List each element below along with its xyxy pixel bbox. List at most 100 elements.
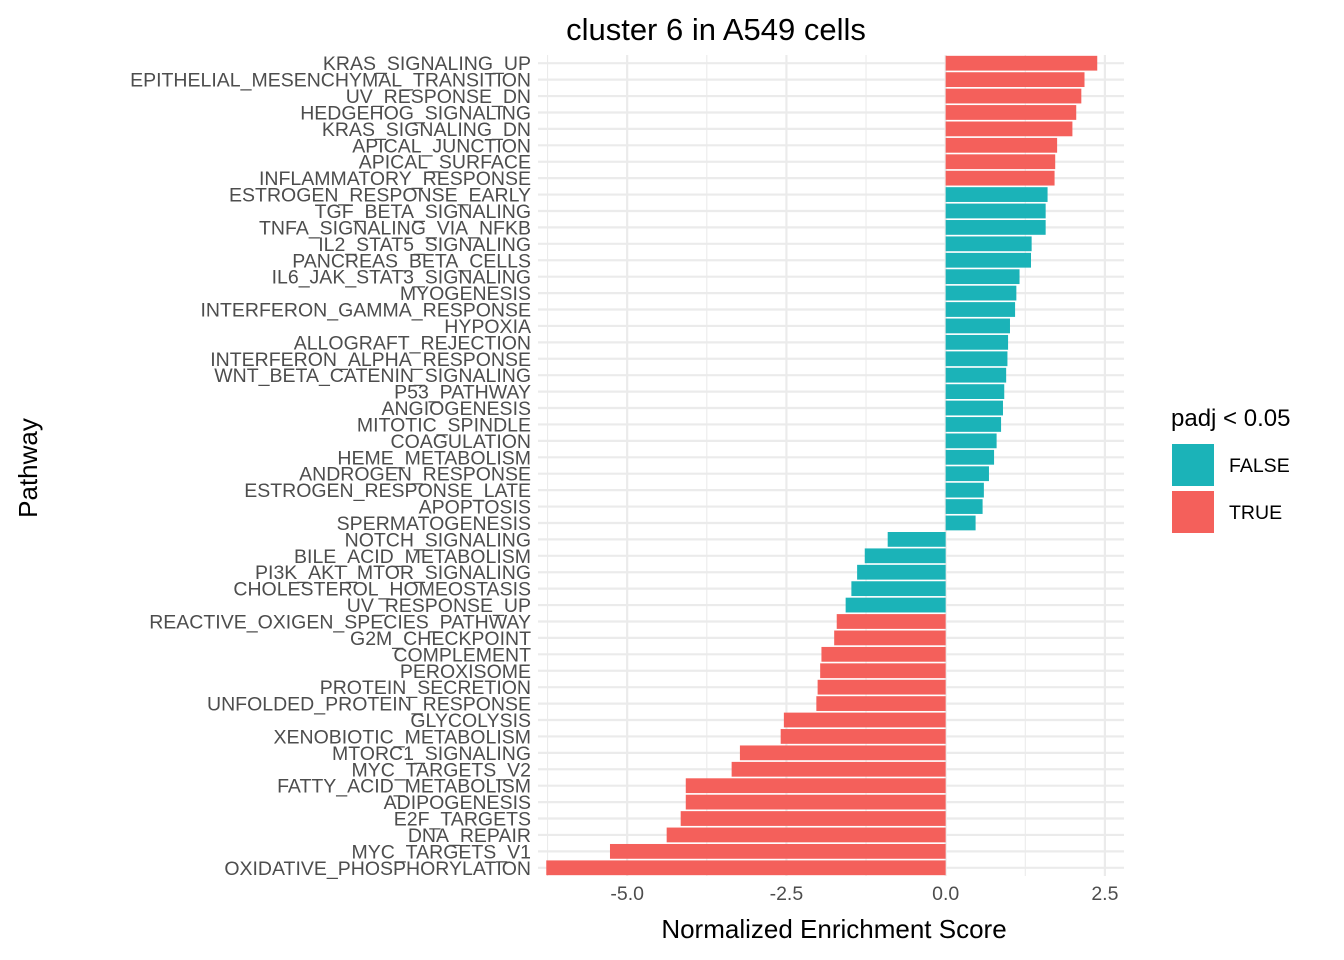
bar bbox=[945, 72, 1085, 88]
bar bbox=[945, 318, 1010, 334]
bar bbox=[816, 696, 946, 711]
bar bbox=[945, 466, 989, 482]
bar bbox=[945, 482, 984, 498]
bar bbox=[945, 121, 1073, 137]
bar bbox=[945, 449, 995, 465]
y-tick-label: ANGIOGENESIS bbox=[381, 398, 531, 420]
y-tick-label: UV_RESPONSE_UP bbox=[347, 595, 531, 617]
bar bbox=[945, 137, 1058, 153]
y-tick-label: XENOBIOTIC_METABOLISM bbox=[273, 726, 531, 748]
legend-key-true bbox=[1172, 491, 1214, 533]
y-tick-label: APICAL_SURFACE bbox=[359, 152, 531, 174]
bar bbox=[864, 548, 946, 564]
bar bbox=[845, 597, 946, 613]
bar bbox=[945, 384, 1005, 399]
bar bbox=[945, 105, 1077, 120]
y-tick-label: PANCREAS_BETA_CELLS bbox=[292, 250, 531, 272]
y-tick-label: PI3K_AKT_MTOR_SIGNALING bbox=[255, 562, 531, 584]
x-tick-labels: -5.0 -2.5 0.0 2.5 bbox=[610, 883, 1118, 905]
y-tick-label: MITOTIC_SPINDLE bbox=[357, 414, 531, 436]
y-tick-label: DNA_REPAIR bbox=[408, 825, 531, 847]
bars-group bbox=[546, 55, 1098, 876]
y-tick-label: INTERFERON_ALPHA_RESPONSE bbox=[210, 349, 531, 371]
y-tick-label: TGF_BETA_SIGNALING bbox=[315, 201, 531, 223]
bar bbox=[945, 220, 1046, 235]
bar bbox=[820, 663, 946, 679]
y-tick-label: HYPOXIA bbox=[444, 316, 531, 338]
bar bbox=[945, 252, 1032, 268]
y-tick-label: INFLAMMATORY_RESPONSE bbox=[259, 168, 531, 190]
x-axis-title: Normalized Enrichment Score bbox=[661, 914, 1006, 944]
bar bbox=[945, 334, 1009, 350]
bar bbox=[945, 236, 1032, 252]
y-tick-label: PROTEIN_SECRETION bbox=[320, 677, 531, 699]
bar bbox=[685, 778, 946, 794]
y-tick-label: HEDGEHOG_SIGNALING bbox=[300, 102, 531, 124]
plot-panel bbox=[538, 55, 1124, 876]
legend-key-false bbox=[1172, 444, 1214, 486]
grid-lines bbox=[538, 55, 1124, 876]
y-tick-label: REACTIVE_OXIGEN_SPECIES_PATHWAY bbox=[149, 611, 531, 633]
bar bbox=[945, 515, 976, 531]
bar bbox=[945, 187, 1048, 202]
bar bbox=[945, 367, 1007, 383]
y-tick-label: SPERMATOGENESIS bbox=[337, 513, 531, 535]
y-tick-label: MTORC1_SIGNALING bbox=[332, 743, 531, 765]
y-tick-label: E2F_TARGETS bbox=[394, 809, 531, 831]
y-tick-label: CHOLESTEROL_HOMEOSTASIS bbox=[233, 579, 531, 601]
bar bbox=[821, 646, 946, 662]
bar bbox=[945, 170, 1055, 186]
bar bbox=[836, 614, 946, 629]
bar bbox=[817, 679, 946, 695]
y-tick-label: NOTCH_SIGNALING bbox=[345, 529, 531, 551]
bar bbox=[945, 499, 983, 514]
bar bbox=[685, 794, 946, 810]
y-tick-label: INTERFERON_GAMMA_RESPONSE bbox=[201, 300, 531, 322]
bar bbox=[945, 55, 1098, 71]
y-tick-label: APICAL_JUNCTION bbox=[352, 135, 531, 157]
y-tick-label: COMPLEMENT bbox=[393, 644, 531, 666]
bar bbox=[945, 154, 1056, 170]
y-tick-label: P53_PATHWAY bbox=[394, 382, 531, 404]
y-tick-label: WNT_BETA_CATENIN_SIGNALING bbox=[214, 365, 531, 387]
y-tick-label: KRAS_SIGNALING_DN bbox=[322, 119, 531, 141]
y-tick-label: ESTROGEN_RESPONSE_LATE bbox=[244, 480, 531, 502]
y-tick-label: TNFA_SIGNALING_VIA_NFKB bbox=[259, 217, 531, 239]
y-tick-label: IL6_JAK_STAT3_SIGNALING bbox=[272, 267, 531, 289]
y-tick-label: MYC_TARGETS_V2 bbox=[351, 759, 531, 781]
y-tick-label: EPITHELIAL_MESENCHYMAL_TRANSITION bbox=[130, 70, 531, 92]
bar bbox=[945, 302, 1016, 317]
y-tick-label: ADIPOGENESIS bbox=[384, 792, 531, 814]
legend-title: padj < 0.05 bbox=[1171, 405, 1290, 432]
bar bbox=[945, 417, 1002, 432]
y-tick-label: ANDROGEN_RESPONSE bbox=[299, 464, 531, 486]
bar bbox=[780, 729, 946, 744]
y-tick-labels: KRAS_SIGNALING_UPEPITHELIAL_MESENCHYMAL_… bbox=[130, 53, 531, 880]
y-tick-label: COAGULATION bbox=[391, 431, 532, 453]
bar bbox=[945, 285, 1017, 301]
y-tick-label: FATTY_ACID_METABOLISM bbox=[277, 776, 531, 798]
y-tick-label: PEROXISOME bbox=[400, 661, 531, 683]
bar bbox=[945, 351, 1008, 367]
bar bbox=[945, 400, 1003, 416]
x-tick-label: 2.5 bbox=[1091, 883, 1118, 905]
y-tick-label: IL2_STAT5_SIGNALING bbox=[318, 234, 531, 256]
bar bbox=[666, 827, 946, 843]
bar bbox=[834, 630, 946, 646]
x-tick-label: -5.0 bbox=[610, 883, 644, 905]
legend: padj < 0.05 FALSE TRUE bbox=[1171, 405, 1290, 533]
y-tick-label: UNFOLDED_PROTEIN_RESPONSE bbox=[207, 694, 531, 716]
bar bbox=[887, 532, 946, 547]
y-tick-label: ESTROGEN_RESPONSE_EARLY bbox=[229, 185, 531, 207]
bar bbox=[945, 88, 1082, 104]
y-tick-label: GLYCOLYSIS bbox=[410, 710, 531, 732]
y-tick-label: MYOGENESIS bbox=[400, 283, 531, 305]
x-tick-label: -2.5 bbox=[770, 883, 804, 905]
bar bbox=[857, 564, 946, 580]
bar bbox=[739, 745, 946, 761]
bar bbox=[851, 581, 946, 597]
bar bbox=[609, 843, 946, 859]
y-tick-label: G2M_CHECKPOINT bbox=[350, 628, 531, 650]
legend-label-true: TRUE bbox=[1229, 502, 1282, 524]
